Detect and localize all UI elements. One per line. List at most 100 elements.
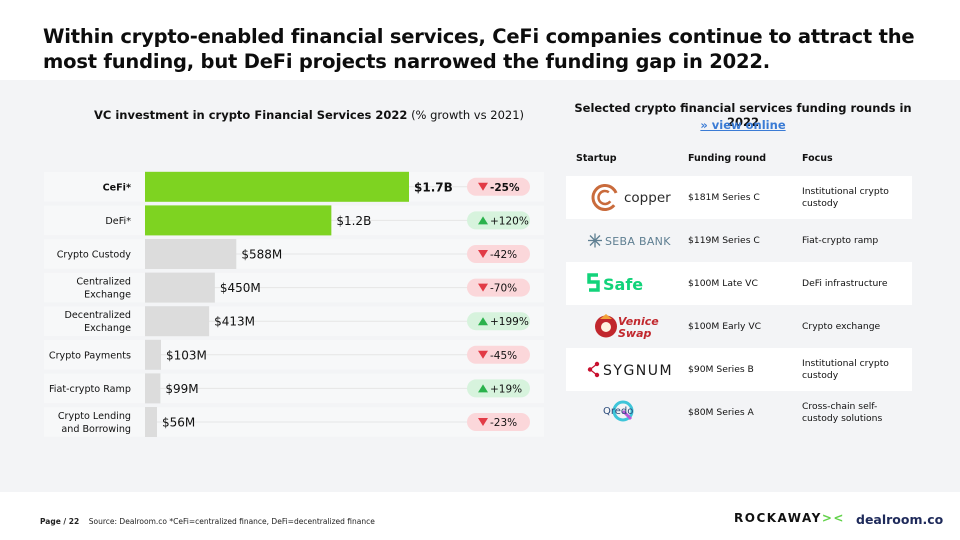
bar — [145, 171, 409, 202]
col-header-focus: Focus — [802, 153, 833, 164]
chart-title-sub: (% growth vs 2021) — [411, 108, 525, 122]
venice-swap-logo-mark: Venice Swap — [595, 314, 663, 340]
table-row-startup-name: Safe — [603, 275, 643, 294]
table-row: SEBA BANK $119M Series C Fiat-crypto ram… — [566, 219, 912, 262]
bar — [145, 373, 161, 404]
growth-label: +19% — [490, 383, 522, 395]
table-row-startup-name: SYGNUM — [603, 363, 673, 379]
growth-label: -42% — [490, 249, 517, 261]
value-label: $99M — [165, 382, 198, 396]
col-header-round: Funding round — [688, 153, 767, 164]
safe-logo: Safe — [576, 262, 686, 305]
footer-note: Page / 22 Source: Dealroom.co *CeFi=cent… — [40, 517, 375, 526]
bar — [145, 205, 332, 236]
category-label: Centralized Exchange — [76, 277, 131, 301]
growth-label: -25% — [490, 182, 520, 194]
funding-round: $119M Series C — [688, 235, 760, 246]
col-header-startup: Startup — [576, 153, 617, 164]
up-arrow-icon — [478, 216, 488, 225]
value-label: $56M — [162, 416, 195, 430]
up-arrow-icon — [478, 384, 488, 393]
page-headline: Within crypto-enabled financial services… — [43, 25, 915, 73]
rounds-table: copper $181M Series C Institutional cryp… — [566, 176, 912, 434]
focus-text: Crypto exchange — [802, 320, 881, 332]
down-arrow-icon — [478, 350, 488, 359]
focus-text: Institutional crypto custody — [802, 185, 889, 209]
table-row-startup-name: Venice Swap — [618, 315, 663, 340]
page-number: Page / 22 — [40, 517, 80, 526]
value-label: $588M — [241, 248, 282, 262]
category-label: Decentralized Exchange — [65, 310, 132, 334]
table-row: SYGNUM $90M Series B Institutional crypt… — [566, 348, 912, 391]
category-label: Crypto Payments — [49, 350, 131, 361]
source-note: Source: Dealroom.co *CeFi=centralized fi… — [88, 517, 375, 526]
seba-bank-logo-mark: SEBA BANK — [588, 233, 671, 248]
growth-badge — [467, 245, 530, 263]
bar — [145, 407, 157, 437]
sygnum-logo-mark: SYGNUM — [587, 361, 673, 379]
funding-round: $80M Series A — [688, 407, 754, 418]
rockaway-logo: ROCKAWAY>< — [734, 511, 845, 525]
growth-label: -70% — [490, 283, 517, 295]
qredo-logo: Qredo — [576, 391, 686, 434]
growth-label: -23% — [490, 417, 517, 429]
value-label: $103M — [166, 348, 207, 362]
funding-round: $90M Series B — [688, 364, 754, 375]
growth-badge — [467, 345, 530, 364]
copper-logo: copper — [576, 176, 686, 219]
growth-label: +199% — [490, 316, 529, 328]
table-row: Qredo $80M Series A Cross-chain self-cus… — [566, 391, 912, 434]
up-arrow-icon — [478, 317, 488, 326]
value-label: $1.7B — [414, 180, 453, 194]
table-row-startup-name: SEBA BANK — [605, 235, 671, 248]
copper-logo-mark: copper — [591, 184, 671, 211]
qredo-logo-mark: Qredo — [603, 400, 634, 422]
funding-round: $100M Early VC — [688, 321, 762, 332]
category-label: CeFi* — [103, 182, 131, 193]
down-arrow-icon — [478, 182, 488, 191]
growth-badge — [467, 312, 530, 331]
view-online-link[interactable]: » view online — [700, 118, 786, 132]
table-row: Venice Swap $100M Early VC Crypto exchan… — [566, 305, 912, 348]
category-label: DeFi* — [105, 216, 131, 227]
growth-badge — [467, 278, 530, 297]
rockaway-mark: >< — [821, 511, 845, 525]
dealroom-logo: dealroom.co — [856, 512, 944, 527]
table-row-startup-name: copper — [624, 190, 671, 206]
growth-label: -45% — [490, 350, 517, 362]
growth-badge — [467, 211, 530, 230]
focus-text: Institutional crypto custody — [802, 357, 889, 381]
chart-title: VC investment in crypto Financial Servic… — [94, 108, 524, 122]
bar — [145, 272, 215, 303]
category-label: Crypto Custody — [57, 250, 132, 261]
table-row: Safe $100M Late VC DeFi infrastructure — [566, 262, 912, 305]
seba-bank-logo: SEBA BANK — [576, 219, 686, 262]
funding-round: $181M Series C — [688, 192, 760, 203]
focus-text: Cross-chain self-custody solutions — [802, 400, 883, 424]
down-arrow-icon — [478, 418, 488, 426]
value-label: $1.2B — [336, 214, 371, 228]
down-arrow-icon — [478, 283, 488, 292]
bar — [145, 339, 161, 370]
rockaway-wordmark: ROCKAWAY — [734, 511, 822, 525]
chart-title-main: VC investment in crypto Financial Servic… — [94, 108, 408, 122]
table-row: copper $181M Series C Institutional cryp… — [566, 176, 912, 219]
bar — [145, 306, 210, 337]
growth-label: +120% — [490, 215, 529, 227]
category-label: Fiat-crypto Ramp — [49, 384, 131, 395]
rounds-table-title: Selected crypto financial services fundi… — [574, 101, 912, 129]
growth-badge — [467, 413, 530, 431]
focus-text: Fiat-crypto ramp — [802, 234, 879, 246]
safe-logo-mark: Safe — [587, 273, 643, 294]
table-row-startup-name: Qredo — [603, 406, 633, 417]
focus-text: DeFi infrastructure — [802, 277, 888, 289]
value-label: $450M — [220, 281, 261, 295]
value-label: $413M — [214, 315, 255, 329]
category-label: Crypto Lending and Borrowing — [58, 411, 131, 435]
growth-badge — [467, 379, 530, 398]
venice-swap-logo: Venice Swap — [576, 305, 686, 348]
down-arrow-icon — [478, 250, 488, 258]
funding-round: $100M Late VC — [688, 278, 758, 289]
bar — [145, 239, 237, 269]
growth-badge — [467, 177, 530, 196]
